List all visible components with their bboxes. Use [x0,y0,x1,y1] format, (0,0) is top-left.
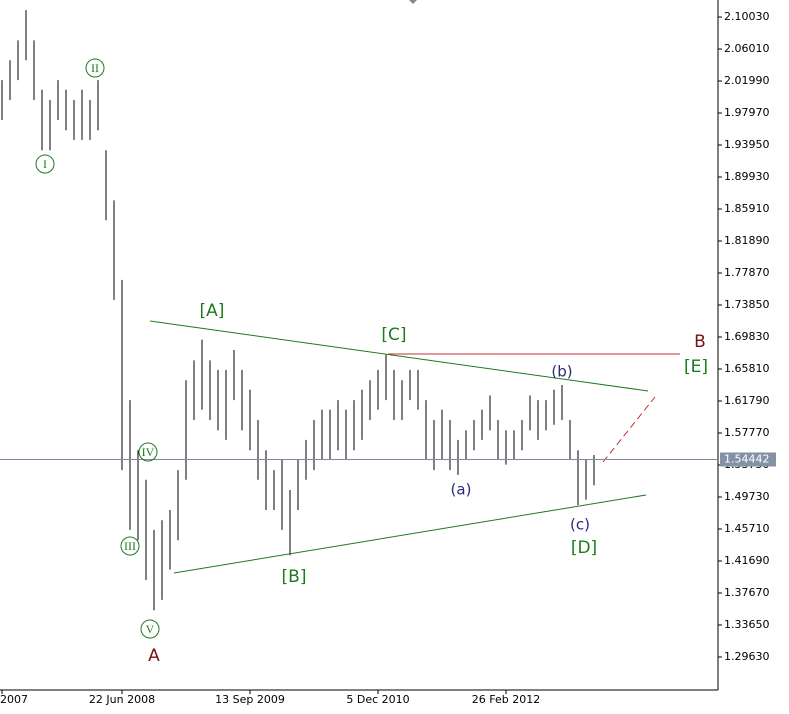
wave-label: I [43,157,47,171]
wave-circle [138,442,158,462]
y-tick-label: 1.41690 [724,554,770,567]
y-tick-label: 1.49730 [724,490,770,503]
wave-label: V [146,622,155,636]
projection-line [602,396,656,463]
wave-label: IV [142,445,155,459]
y-tick-label: 1.81890 [724,234,770,247]
trend-line [173,494,647,574]
x-tick-label: 22 Jun 2008 [89,693,155,706]
y-tick-label: 1.93950 [724,138,770,151]
wave-label: (a) [451,481,472,499]
y-tick-label: 2.06010 [724,42,770,55]
wave-label: B [694,332,706,352]
wave-circle [35,154,55,174]
y-tick-label: 2.01990 [724,74,770,87]
y-tick-label: 1.37670 [724,586,770,599]
wave-label: [C] [381,325,406,345]
wave-circle [120,536,140,556]
wave-label: [E] [684,357,708,377]
wave-circle [140,619,160,639]
wave-label: (b) [551,363,572,381]
y-tick-label: 1.89930 [724,170,770,183]
y-tick-label: 1.97970 [724,106,770,119]
x-tick-label: 2007 [0,693,28,706]
x-tick-label: 13 Sep 2009 [215,693,285,706]
y-tick-label: 1.45710 [724,522,770,535]
wave-label: A [148,646,160,666]
y-tick-label: 1.73850 [724,298,770,311]
wave-label: II [91,61,99,75]
last-price-label: 1.54442 [724,452,770,465]
wave-label: (c) [570,516,590,534]
wave-label: [A] [200,301,225,321]
shift-marker [409,0,417,4]
wave-label: [D] [571,538,597,558]
y-tick-label: 1.29630 [724,650,770,663]
y-tick-label: 1.65810 [724,362,770,375]
y-tick-label: 1.85910 [724,202,770,215]
x-tick-label: 5 Dec 2010 [346,693,409,706]
last-price-box [720,452,776,467]
wave-label: III [124,539,136,553]
y-tick-label: 1.57770 [724,426,770,439]
wave-circle [85,58,105,78]
x-tick-label: 26 Feb 2012 [472,693,540,706]
y-tick-label: 1.33650 [724,618,770,631]
y-tick-label: 1.61790 [724,394,770,407]
y-tick-label: 1.69830 [724,330,770,343]
wave-label: [B] [282,567,307,587]
y-tick-label: 2.10030 [724,10,770,23]
trend-line [149,320,649,392]
y-tick-label: 1.77870 [724,266,770,279]
